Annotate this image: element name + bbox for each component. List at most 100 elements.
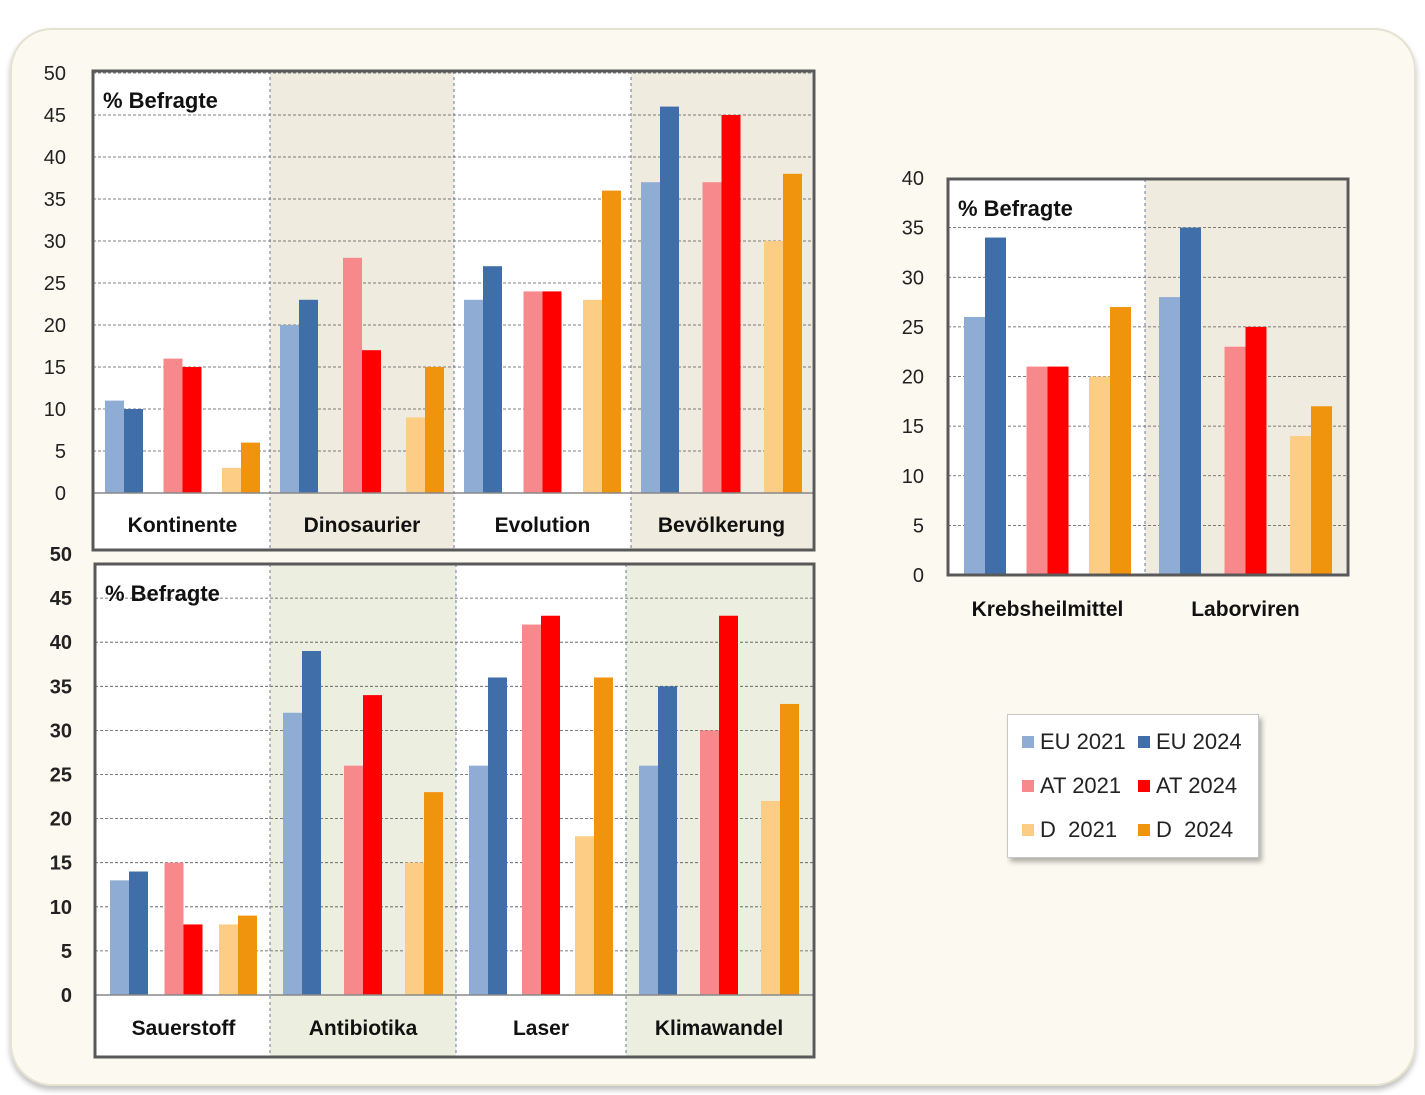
bar (363, 695, 382, 995)
bar (702, 182, 722, 493)
y-tick-label: 20 (902, 367, 924, 389)
bar (1026, 366, 1048, 575)
y-tick-label: 15 (50, 853, 72, 875)
legend-label: D 2024 (1156, 817, 1234, 842)
x-tick-label: Antibiotika (309, 1017, 418, 1040)
bar (464, 299, 483, 493)
bar (522, 624, 541, 995)
legend-swatch (1022, 736, 1034, 748)
y-tick-label: 40 (44, 147, 66, 169)
legend-label: AT 2024 (1156, 773, 1238, 798)
legend-item-at-2021: AT 2021 (1022, 773, 1121, 799)
bar (129, 871, 148, 995)
bar (405, 862, 424, 995)
legend-label: EU 2024 (1156, 729, 1242, 754)
y-tick-label: 10 (902, 466, 924, 488)
x-tick-label: Evolution (495, 514, 591, 537)
y-tick-label: 40 (50, 632, 72, 654)
bar (1311, 406, 1332, 575)
y-tick-label: 0 (61, 985, 72, 1007)
bar (222, 467, 241, 493)
bar (362, 350, 381, 493)
x-tick-label: Bevölkerung (658, 514, 785, 537)
legend-swatch (1022, 780, 1034, 792)
y-tick-label: 20 (44, 315, 66, 337)
bar (764, 241, 783, 493)
bar (219, 924, 238, 995)
bar (985, 237, 1006, 576)
y-tick-label: 10 (44, 399, 66, 421)
bar (541, 615, 560, 995)
bar (660, 106, 679, 493)
chart-2: 0 5 10 15 20 25 30 35 40 45 50 Sauerstoff Antibiotik… (50, 544, 816, 1059)
x-tick-label: Krebsheilmittel (972, 598, 1124, 621)
y-tick-label: 30 (50, 720, 72, 742)
legend-item-d-2021: D 2021 (1022, 817, 1117, 843)
x-tick-label: Laser (513, 1017, 569, 1040)
bar (964, 316, 985, 575)
bar (299, 299, 318, 493)
y-tick-label: 35 (50, 676, 72, 698)
y-tick-label: 15 (44, 357, 66, 379)
bar (583, 299, 602, 493)
bar (164, 862, 184, 995)
bar (639, 765, 658, 995)
legend-swatch (1022, 824, 1034, 836)
bar (182, 367, 202, 493)
bar (523, 291, 543, 493)
bar (658, 686, 677, 995)
bar (542, 291, 562, 493)
y-tick-label: 5 (61, 941, 72, 963)
bar (719, 615, 738, 995)
y-tick-label: 50 (50, 544, 72, 566)
y-axis-label: % Befragte (958, 196, 1073, 221)
bar (700, 730, 719, 995)
bar (280, 325, 299, 493)
y-tick-label: 15 (902, 416, 924, 438)
legend-label: EU 2021 (1040, 729, 1126, 754)
bar (302, 651, 321, 995)
bar (1290, 436, 1311, 575)
plot-frame (946, 177, 1350, 577)
bar (783, 173, 802, 494)
y-tick-label: 0 (913, 565, 924, 587)
bar (761, 800, 780, 995)
x-tick-label: Klimawandel (655, 1017, 783, 1040)
bar (283, 712, 302, 995)
bar (344, 765, 363, 995)
bar (425, 367, 444, 493)
bar (105, 400, 124, 493)
legend-item-eu-2021: EU 2021 (1022, 729, 1126, 755)
y-tick-label: 5 (55, 441, 66, 463)
plot-frame (91, 69, 816, 552)
y-tick-label: 50 (44, 63, 66, 85)
x-tick-label: Dinosaurier (304, 514, 421, 537)
y-tick-label: 20 (50, 809, 72, 831)
bar (124, 409, 143, 493)
bar (1089, 376, 1110, 575)
bar (406, 417, 425, 493)
y-axis-label: % Befragte (105, 581, 220, 606)
bar (424, 792, 443, 995)
y-tick-label: 5 (913, 515, 924, 537)
x-tick-label: Sauerstoff (132, 1017, 237, 1040)
y-tick-label: 25 (902, 317, 924, 339)
bar (488, 677, 507, 995)
y-tick-label: 25 (44, 273, 66, 295)
chart-3: 0 5 10 15 20 25 30 35 40 Krebsheilmittel Laborvire… (902, 168, 1350, 621)
bar (575, 836, 594, 995)
y-tick-label: 35 (902, 218, 924, 240)
legend-item-eu-2024: EU 2024 (1138, 729, 1242, 755)
legend: EU 2021 EU 2024 AT 2021 AT 2024 D 2021 D… (1007, 714, 1259, 858)
y-tick-label: 45 (50, 588, 72, 610)
bar (241, 442, 260, 493)
bar (1180, 227, 1201, 575)
bar (721, 115, 741, 493)
legend-item-d-2024: D 2024 (1138, 817, 1233, 843)
x-tick-label: Kontinente (128, 514, 238, 537)
legend-item-at-2024: AT 2024 (1138, 773, 1237, 799)
bar (641, 182, 660, 493)
bar (780, 703, 799, 995)
bar (238, 915, 257, 995)
